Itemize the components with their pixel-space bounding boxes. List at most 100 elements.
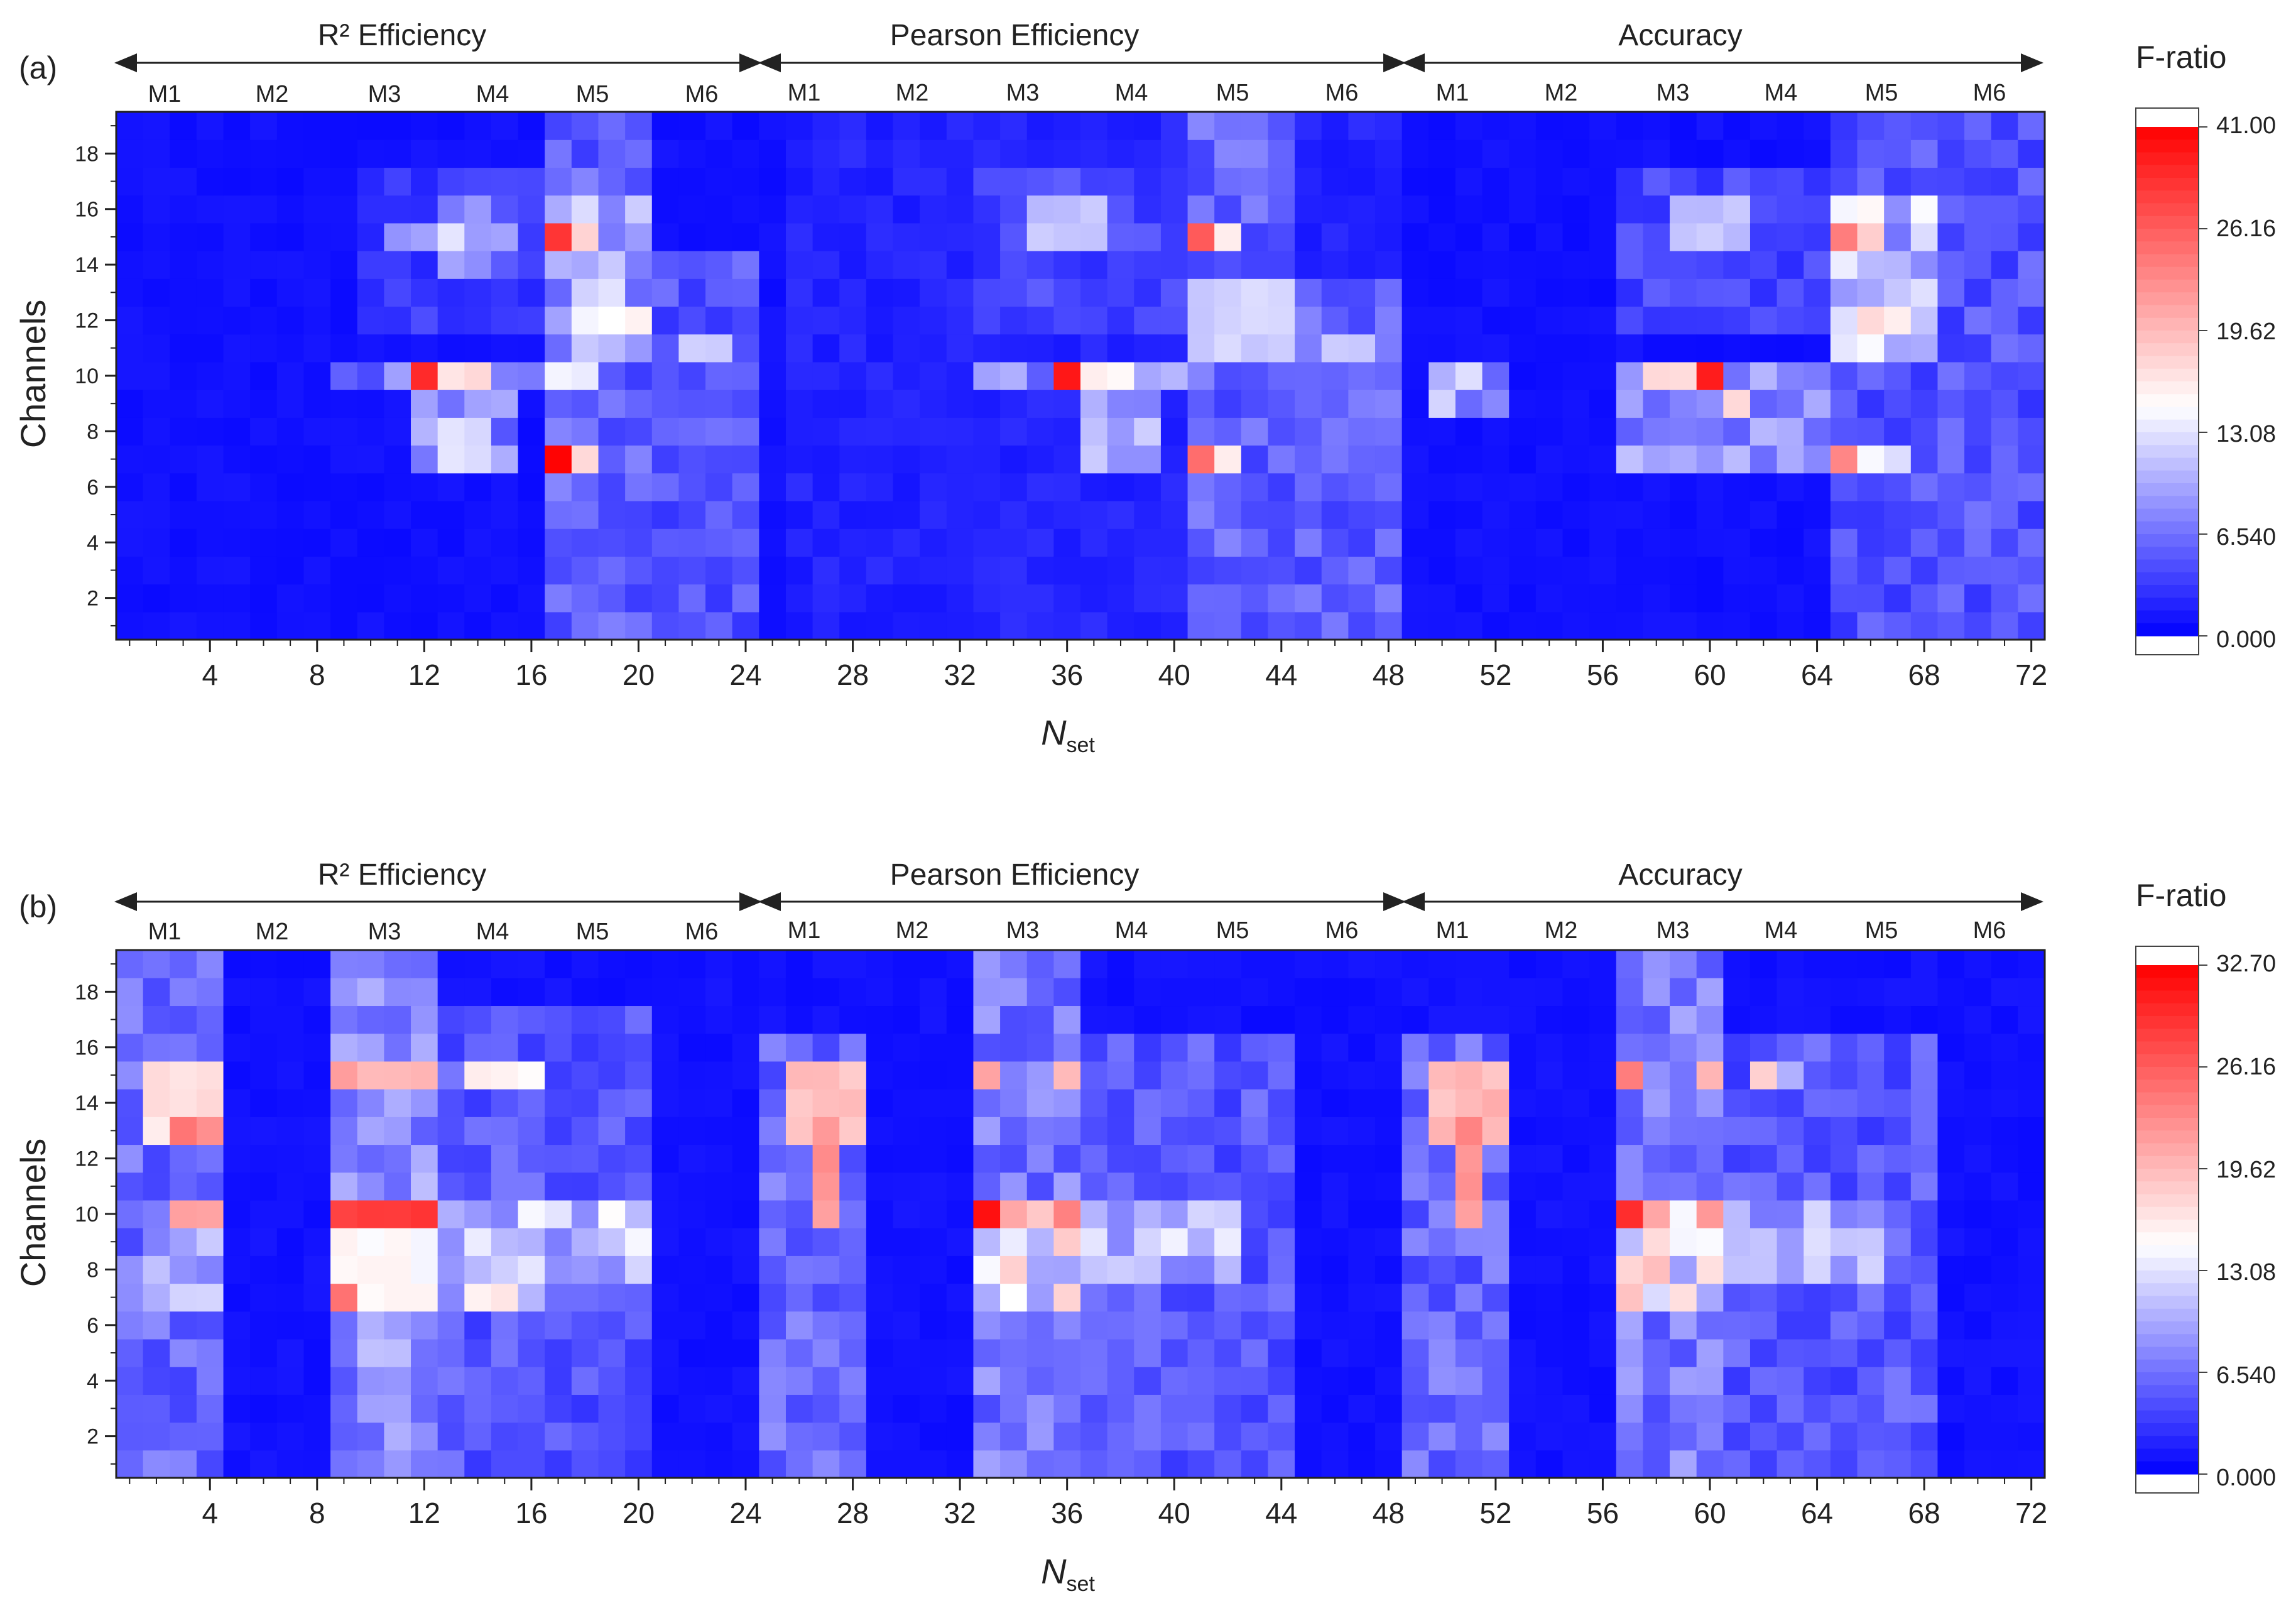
heatmap-cell (1589, 500, 1617, 529)
heatmap-cell (1455, 1172, 1483, 1201)
heatmap-cell (1348, 222, 1376, 251)
heatmap-cell (170, 278, 197, 307)
heatmap-cell (1670, 222, 1697, 251)
heatmap-cell (1482, 195, 1510, 224)
heatmap-cell (1214, 1117, 1242, 1145)
heatmap-cell (1053, 1033, 1081, 1062)
y-tick-label: 4 (87, 1369, 99, 1393)
heatmap-cell (1401, 445, 1429, 474)
heatmap-cell (250, 1283, 278, 1312)
heatmap-cell (1375, 950, 1403, 978)
heatmap-cell (1776, 139, 1804, 168)
heatmap-cell (705, 222, 733, 251)
heatmap-cell (116, 112, 144, 140)
heatmap-cell (1107, 1422, 1134, 1451)
heatmap-cell (1562, 361, 1590, 390)
heatmap-cell (1964, 361, 1992, 390)
heatmap-cell (1884, 1033, 1912, 1062)
heatmap-cell (973, 222, 1001, 251)
heatmap-cell (491, 1089, 519, 1117)
heatmap-cell (785, 1450, 813, 1478)
heatmap-cell (1053, 584, 1081, 613)
heatmap-cell (196, 334, 224, 363)
heatmap-cell (1643, 473, 1670, 501)
heatmap-cell (866, 1394, 894, 1423)
heatmap-cell (545, 1144, 572, 1173)
heatmap-cell (491, 1033, 519, 1062)
heatmap-cell (1937, 445, 1965, 474)
heatmap-cell (1268, 556, 1295, 585)
heatmap-cell (1401, 195, 1429, 224)
heatmap-cell (625, 390, 653, 418)
heatmap-cell (1107, 1228, 1134, 1256)
heatmap-cell (1749, 306, 1778, 335)
heatmap-cell (839, 1033, 867, 1062)
heatmap-cell (1535, 1172, 1564, 1201)
heatmap-cell (330, 139, 358, 168)
heatmap-cell (893, 1367, 920, 1395)
heatmap-cell (1643, 1394, 1670, 1423)
heatmap-cell (196, 1450, 224, 1478)
heatmap-cell (1026, 1061, 1054, 1090)
heatmap-cell (1830, 112, 1858, 140)
heatmap-cell (973, 445, 1001, 474)
heatmap-cell (1401, 611, 1429, 640)
heatmap-cell (276, 139, 305, 168)
heatmap-cell (1187, 611, 1215, 640)
heatmap-cell (1616, 445, 1644, 474)
heatmap-cell (1562, 1255, 1590, 1284)
heatmap-cell (1134, 1311, 1162, 1340)
heatmap-cell (250, 1422, 278, 1451)
heatmap-cell (1053, 222, 1081, 251)
heatmap-cell (518, 1367, 545, 1395)
heatmap-cell (1857, 528, 1885, 557)
y-tick-label: 6 (87, 1314, 99, 1338)
heatmap-cell (1348, 390, 1376, 418)
heatmap-cell (143, 251, 170, 279)
heatmap-cell (437, 1338, 465, 1367)
heatmap-cell (866, 473, 894, 501)
heatmap-cell (411, 1061, 438, 1090)
colorbar-swatch (2136, 1079, 2199, 1093)
heatmap-cell (598, 195, 626, 224)
heatmap-cell (1723, 222, 1751, 251)
heatmap-cell (678, 1033, 706, 1062)
heatmap-cell (625, 1089, 653, 1117)
heatmap-cell (1857, 1144, 1885, 1173)
heatmap-cell (518, 1061, 545, 1090)
heatmap-cell (812, 195, 840, 224)
heatmap-cell (411, 390, 438, 418)
heatmap-cell (1187, 950, 1215, 978)
heatmap-cell (116, 361, 144, 390)
heatmap-cell (571, 361, 599, 390)
heatmap-cell (705, 1144, 733, 1173)
heatmap-cell (357, 500, 384, 529)
heatmap-cell (2018, 222, 2045, 251)
heatmap-cell (1562, 978, 1590, 1007)
heatmap-cell (1295, 1005, 1322, 1034)
heatmap-cell (1723, 528, 1751, 557)
heatmap-cell (250, 361, 278, 390)
heatmap-cell (1134, 1005, 1162, 1034)
heatmap-cell (1053, 417, 1081, 446)
heatmap-cell (545, 528, 572, 557)
heatmap-cell (1428, 473, 1456, 501)
heatmap-cell (920, 139, 947, 168)
heatmap-cell (545, 1311, 572, 1340)
heatmap-cell (1804, 584, 1831, 613)
heatmap-cell (1723, 1228, 1751, 1256)
heatmap-cell (973, 139, 1001, 168)
heatmap-cell (491, 222, 519, 251)
heatmap-cell (1910, 390, 1939, 418)
heatmap-cell (1134, 334, 1162, 363)
heatmap-cell (1375, 334, 1403, 363)
heatmap-cell (518, 361, 545, 390)
heatmap-cell (1776, 112, 1804, 140)
heatmap-cell (866, 1033, 894, 1062)
heatmap-cell (1589, 584, 1617, 613)
heatmap-cell (973, 1255, 1001, 1284)
heatmap-cell (678, 112, 706, 140)
heatmap-cell (785, 1199, 813, 1228)
heatmap-cell (1134, 1255, 1162, 1284)
heatmap-cell (170, 528, 197, 557)
